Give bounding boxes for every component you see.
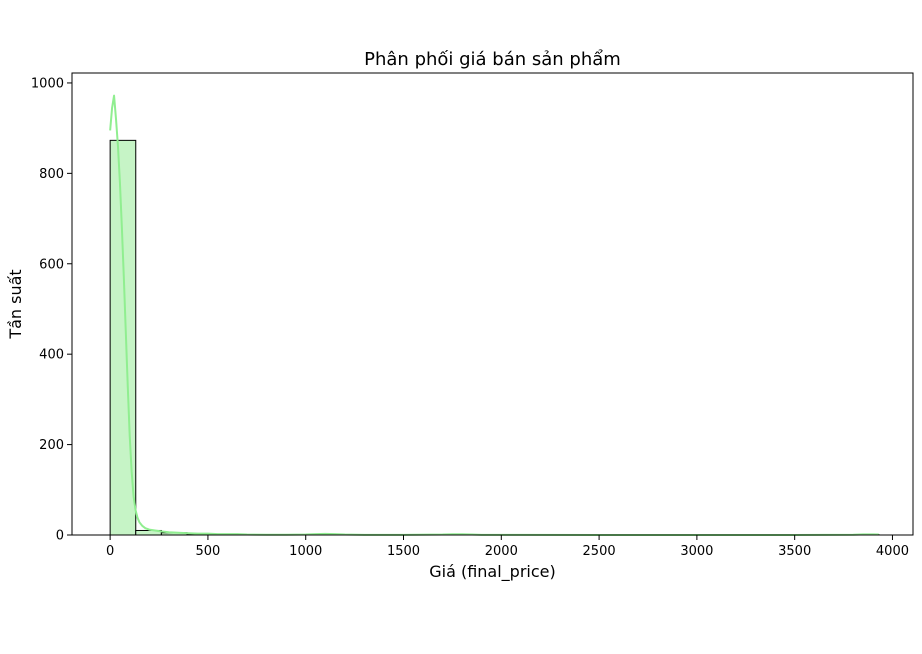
x-tick-label: 0 (106, 544, 114, 559)
x-tick-label: 3000 (680, 544, 713, 559)
y-tick-label: 200 (39, 438, 64, 453)
y-tick-label: 600 (39, 257, 64, 272)
y-tick-label: 400 (39, 348, 64, 363)
x-tick-label: 500 (196, 544, 221, 559)
plot-frame (71, 72, 914, 536)
y-axis-label: Tần suất (6, 269, 25, 339)
x-tick-label: 1000 (289, 544, 322, 559)
y-tick-label: 0 (56, 529, 64, 544)
x-axis-label: Giá (final_price) (429, 562, 556, 582)
x-tick-label: 4000 (876, 544, 909, 559)
x-tick-label: 1500 (387, 544, 420, 559)
kde-layer (109, 94, 879, 536)
x-tick-label: 2500 (583, 544, 616, 559)
kde-line (109, 94, 879, 536)
axes-layer: 0 500 1000 1500 2000 2500 3000 3500 4000 0 200 400 6… (31, 72, 914, 559)
x-tick-label: 3500 (778, 544, 811, 559)
chart-title: Phân phối giá bán sản phẩm (364, 49, 621, 70)
y-tick-label: 800 (39, 167, 64, 182)
bars-layer (109, 139, 880, 536)
x-tick-label: 2000 (485, 544, 518, 559)
y-tick-label: 1000 (31, 76, 64, 91)
